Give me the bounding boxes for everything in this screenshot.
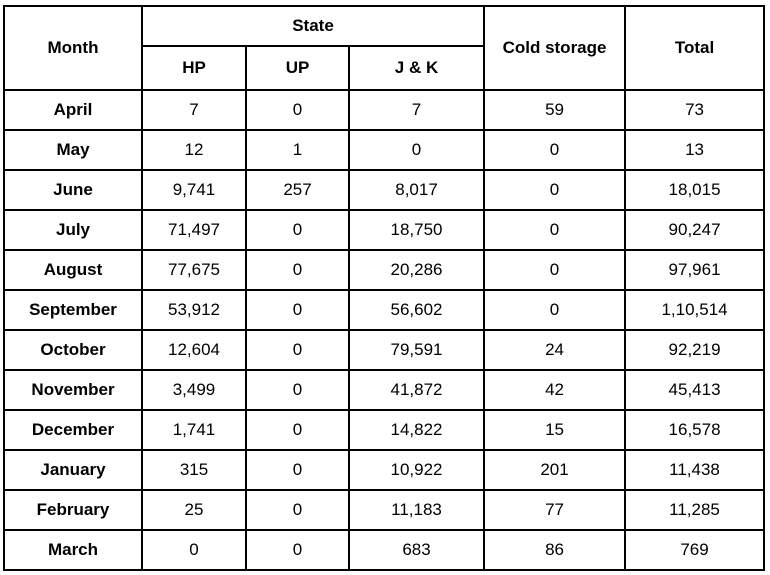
total-cell: 90,247 — [624, 209, 766, 251]
total-cell: 73 — [624, 89, 766, 131]
month-cell: December — [3, 409, 143, 451]
jk-cell: 18,750 — [347, 209, 486, 251]
month-cell: February — [3, 489, 143, 531]
table-row: December 1,741 0 14,822 15 16,578 — [3, 409, 766, 451]
table-body: April 7 0 7 59 73 May 12 1 0 0 13 June 9… — [3, 89, 766, 571]
up-header: UP — [245, 45, 350, 91]
month-header: Month — [3, 5, 143, 91]
hp-cell: 53,912 — [141, 289, 247, 331]
cold-storage-cell: 86 — [483, 529, 627, 571]
cold-storage-cell: 59 — [483, 89, 627, 131]
hp-cell: 7 — [141, 89, 247, 131]
month-cell: March — [3, 529, 143, 571]
jk-cell: 41,872 — [347, 369, 486, 411]
cold-storage-header: Cold storage — [483, 5, 627, 91]
table-row: March 0 0 683 86 769 — [3, 529, 766, 571]
up-cell: 0 — [245, 289, 350, 331]
up-cell: 0 — [245, 529, 350, 571]
total-cell: 769 — [624, 529, 766, 571]
hp-cell: 0 — [141, 529, 247, 571]
jk-cell: 20,286 — [347, 249, 486, 291]
jk-cell: 11,183 — [347, 489, 486, 531]
table-row: October 12,604 0 79,591 24 92,219 — [3, 329, 766, 371]
table-row: January 315 0 10,922 201 11,438 — [3, 449, 766, 491]
cold-storage-cell: 201 — [483, 449, 627, 491]
month-cell: June — [3, 169, 143, 211]
month-cell: August — [3, 249, 143, 291]
jk-cell: 7 — [347, 89, 486, 131]
table-row: August 77,675 0 20,286 0 97,961 — [3, 249, 766, 291]
total-cell: 45,413 — [624, 369, 766, 411]
up-cell: 0 — [245, 89, 350, 131]
total-cell: 92,219 — [624, 329, 766, 371]
jk-cell: 683 — [347, 529, 486, 571]
up-cell: 0 — [245, 409, 350, 451]
total-cell: 11,438 — [624, 449, 766, 491]
hp-cell: 25 — [141, 489, 247, 531]
total-header: Total — [624, 5, 766, 91]
up-cell: 0 — [245, 249, 350, 291]
jk-cell: 56,602 — [347, 289, 486, 331]
total-cell: 11,285 — [624, 489, 766, 531]
state-header: State — [140, 5, 486, 47]
cold-storage-cell: 0 — [483, 129, 627, 171]
month-cell: April — [3, 89, 143, 131]
jk-header: J & K — [347, 45, 486, 91]
total-cell: 1,10,514 — [624, 289, 766, 331]
table-row: May 12 1 0 0 13 — [3, 129, 766, 171]
hp-cell: 77,675 — [141, 249, 247, 291]
table-row: September 53,912 0 56,602 0 1,10,514 — [3, 289, 766, 331]
jk-cell: 0 — [347, 129, 486, 171]
table-row: June 9,741 257 8,017 0 18,015 — [3, 169, 766, 211]
jk-cell: 8,017 — [347, 169, 486, 211]
arrivals-table: Month State Cold storage Total HP UP J &… — [3, 5, 766, 571]
up-cell: 1 — [245, 129, 350, 171]
up-cell: 0 — [245, 329, 350, 371]
month-cell: October — [3, 329, 143, 371]
cold-storage-cell: 42 — [483, 369, 627, 411]
cold-storage-cell: 0 — [483, 249, 627, 291]
hp-cell: 1,741 — [141, 409, 247, 451]
hp-cell: 71,497 — [141, 209, 247, 251]
month-cell: January — [3, 449, 143, 491]
cold-storage-cell: 0 — [483, 289, 627, 331]
hp-cell: 315 — [141, 449, 247, 491]
table-row: November 3,499 0 41,872 42 45,413 — [3, 369, 766, 411]
total-cell: 18,015 — [624, 169, 766, 211]
up-cell: 0 — [245, 369, 350, 411]
up-cell: 0 — [245, 209, 350, 251]
cold-storage-cell: 0 — [483, 209, 627, 251]
month-cell: July — [3, 209, 143, 251]
hp-cell: 12 — [141, 129, 247, 171]
up-cell: 0 — [245, 449, 350, 491]
hp-header: HP — [141, 45, 247, 91]
month-cell: November — [3, 369, 143, 411]
table-row: February 25 0 11,183 77 11,285 — [3, 489, 766, 531]
month-cell: May — [3, 129, 143, 171]
table-row: July 71,497 0 18,750 0 90,247 — [3, 209, 766, 251]
cold-storage-cell: 77 — [483, 489, 627, 531]
cold-storage-cell: 15 — [483, 409, 627, 451]
up-cell: 257 — [245, 169, 350, 211]
total-cell: 13 — [624, 129, 766, 171]
jk-cell: 79,591 — [347, 329, 486, 371]
up-cell: 0 — [245, 489, 350, 531]
hp-cell: 3,499 — [141, 369, 247, 411]
cold-storage-cell: 0 — [483, 169, 627, 211]
jk-cell: 14,822 — [347, 409, 486, 451]
table-row: April 7 0 7 59 73 — [3, 89, 766, 131]
month-cell: September — [3, 289, 143, 331]
hp-cell: 12,604 — [141, 329, 247, 371]
jk-cell: 10,922 — [347, 449, 486, 491]
cold-storage-cell: 24 — [483, 329, 627, 371]
total-cell: 97,961 — [624, 249, 766, 291]
hp-cell: 9,741 — [141, 169, 247, 211]
total-cell: 16,578 — [624, 409, 766, 451]
